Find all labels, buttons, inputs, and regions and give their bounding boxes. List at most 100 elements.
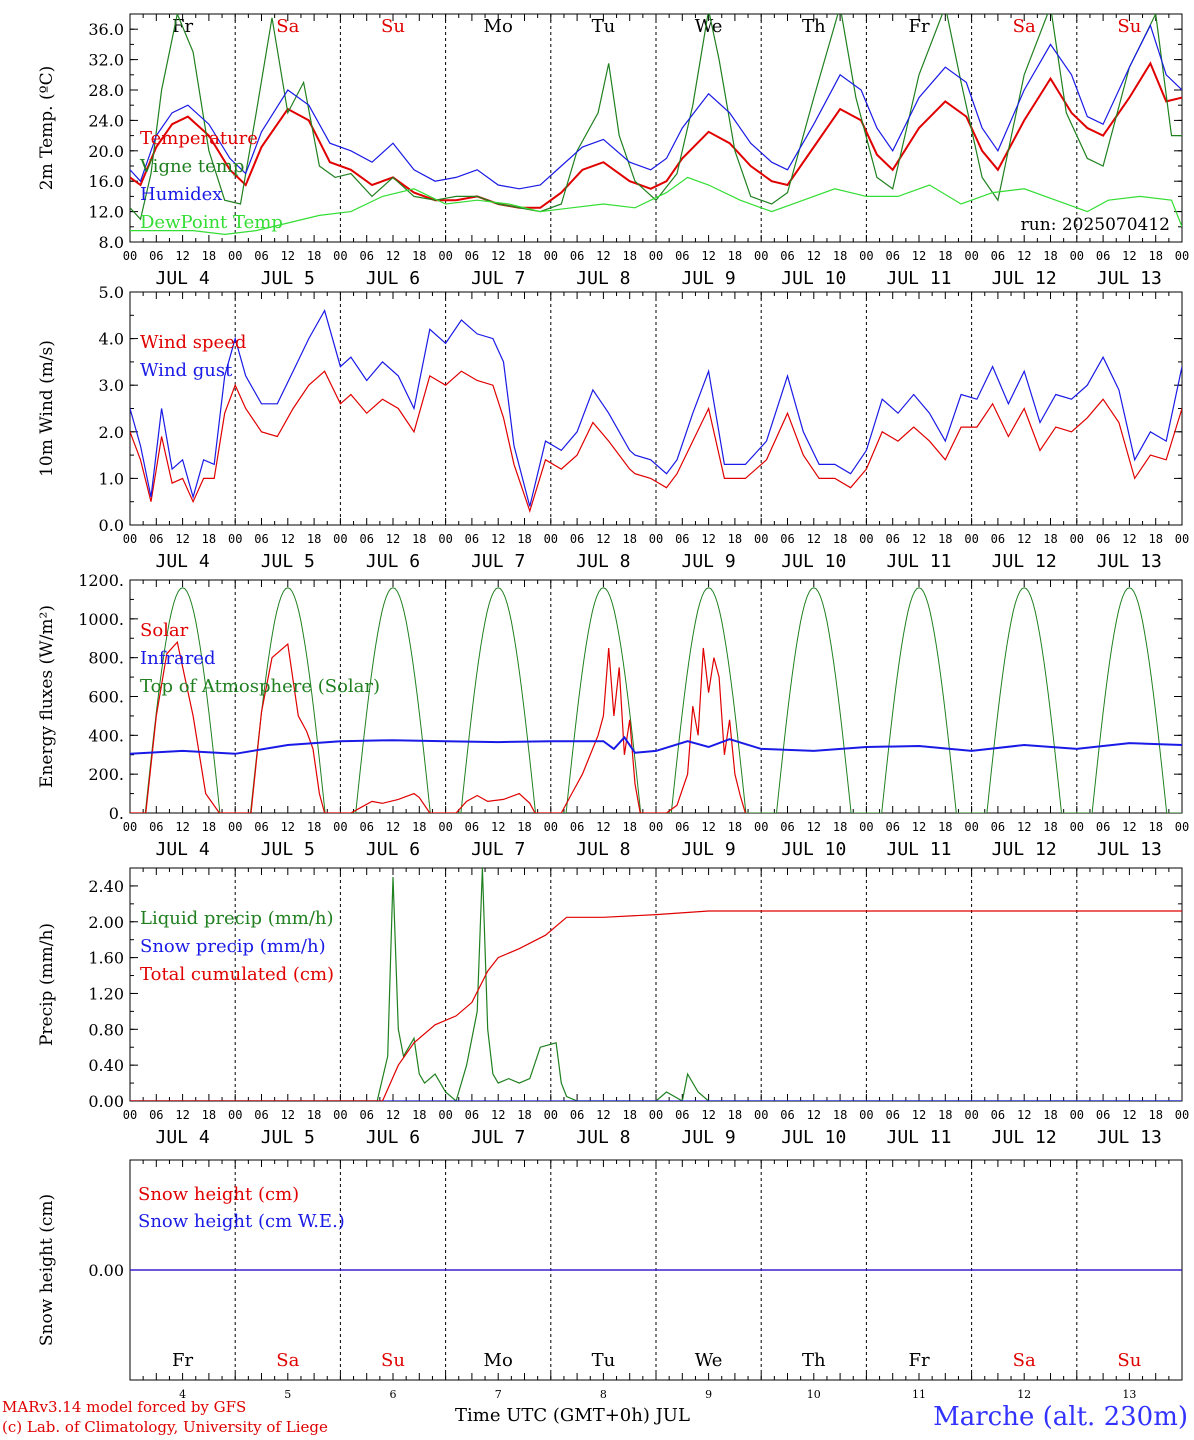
hour-label: 06: [570, 820, 584, 834]
hour-label: 12: [281, 532, 295, 546]
y-tick-label: 0.80: [88, 1020, 124, 1039]
y-tick-label: 4.0: [99, 330, 124, 349]
y-tick-label: 0.40: [88, 1056, 124, 1075]
weekday-label: Fr: [172, 1350, 193, 1371]
hour-label: 12: [1122, 1108, 1136, 1122]
y-tick-label: 28.0: [88, 81, 124, 100]
hour-label: 12: [175, 532, 189, 546]
hour-label: 00: [754, 1108, 768, 1122]
date-label: JUL 11: [886, 1127, 951, 1148]
hour-label: 00: [544, 532, 558, 546]
hour-label: 12: [1017, 249, 1031, 263]
weekday-label: Sa: [1013, 1350, 1036, 1371]
date-label: JUL 9: [682, 268, 736, 289]
date-label: JUL 8: [576, 551, 630, 572]
series-line: [130, 309, 1182, 507]
date-label: JUL 12: [992, 551, 1057, 572]
date-label: JUL 11: [886, 551, 951, 572]
hour-label: 18: [412, 1108, 426, 1122]
hour-label: 06: [359, 249, 373, 263]
date-label: JUL 12: [992, 839, 1057, 860]
y-tick-label: 800.: [88, 649, 124, 668]
series-line: [130, 370, 1182, 513]
weekday-label: Th: [802, 1350, 826, 1371]
weekday-label: Su: [381, 16, 405, 37]
y-tick-label: 400.: [88, 726, 124, 745]
y-tick-label: 16.0: [88, 172, 124, 191]
hour-label: 00: [1070, 820, 1084, 834]
hour-label: 06: [254, 532, 268, 546]
hour-label: 06: [254, 1108, 268, 1122]
date-label: JUL 4: [156, 268, 210, 289]
weekday-label: We: [695, 1350, 723, 1371]
day-number: 10: [807, 1388, 821, 1401]
weekday-label: Mo: [484, 16, 513, 37]
hour-label: 06: [675, 820, 689, 834]
legend-entry: Wind gust: [140, 360, 233, 381]
hour-label: 06: [570, 249, 584, 263]
date-label: JUL 9: [682, 839, 736, 860]
hour-label: 06: [465, 820, 479, 834]
date-label: JUL 13: [1097, 839, 1162, 860]
legend-entry: Vigne temp: [139, 156, 244, 177]
hour-label: 18: [1148, 532, 1162, 546]
date-label: JUL 7: [471, 839, 525, 860]
hour-label: 12: [912, 532, 926, 546]
hour-label: 06: [149, 1108, 163, 1122]
hour-label: 18: [307, 1108, 321, 1122]
date-label: JUL 10: [781, 839, 846, 860]
hour-label: 18: [412, 820, 426, 834]
y-tick-label: 3.0: [99, 376, 124, 395]
hour-label: 00: [333, 820, 347, 834]
date-label: JUL 10: [781, 268, 846, 289]
y-tick-label: 32.0: [88, 51, 124, 70]
date-label: JUL 5: [261, 551, 315, 572]
hour-label: 06: [359, 820, 373, 834]
hour-label: 00: [1175, 532, 1189, 546]
date-label: JUL 6: [366, 839, 420, 860]
hour-label: 12: [807, 532, 821, 546]
hour-label: 06: [885, 1108, 899, 1122]
hour-label: 18: [517, 249, 531, 263]
date-label: JUL 9: [682, 551, 736, 572]
hour-label: 00: [859, 532, 873, 546]
day-number: 12: [1017, 1388, 1031, 1401]
day-number: 11: [912, 1388, 926, 1401]
date-label: JUL 6: [366, 1127, 420, 1148]
legend-entry: Humidex: [140, 184, 222, 205]
hour-label: 12: [1122, 532, 1136, 546]
y-axis-title: 10m Wind (m/s): [37, 340, 57, 477]
run-annotation: run: 2025070412: [1021, 215, 1170, 235]
hour-label: 12: [1017, 820, 1031, 834]
hour-label: 12: [596, 532, 610, 546]
series-line: [130, 61, 1182, 209]
hour-label: 00: [649, 249, 663, 263]
hour-label: 00: [1070, 532, 1084, 546]
hour-label: 00: [544, 1108, 558, 1122]
hour-label: 18: [307, 820, 321, 834]
hour-label: 00: [754, 532, 768, 546]
date-label: JUL 10: [781, 551, 846, 572]
hour-label: 06: [991, 249, 1005, 263]
hour-label: 00: [1175, 1108, 1189, 1122]
hour-label: 00: [544, 820, 558, 834]
hour-label: 12: [281, 249, 295, 263]
hour-label: 12: [596, 1108, 610, 1122]
hour-label: 18: [833, 1108, 847, 1122]
y-axis-title: Precip (mm/h): [37, 923, 57, 1046]
series-line: [130, 14, 1182, 221]
y-tick-label: 1.60: [88, 949, 124, 968]
hour-label: 18: [307, 532, 321, 546]
legend-entry: Liquid precip (mm/h): [140, 908, 334, 929]
hour-label: 18: [938, 820, 952, 834]
legend-entry: Snow height (cm): [138, 1184, 299, 1205]
hour-label: 00: [228, 1108, 242, 1122]
legend-entry: Total cumulated (cm): [140, 964, 334, 985]
hour-label: 18: [622, 532, 636, 546]
hour-label: 06: [991, 820, 1005, 834]
weekday-label: Th: [802, 16, 826, 37]
hour-label: 00: [859, 820, 873, 834]
y-tick-label: 5.0: [99, 283, 124, 302]
hour-label: 12: [912, 1108, 926, 1122]
